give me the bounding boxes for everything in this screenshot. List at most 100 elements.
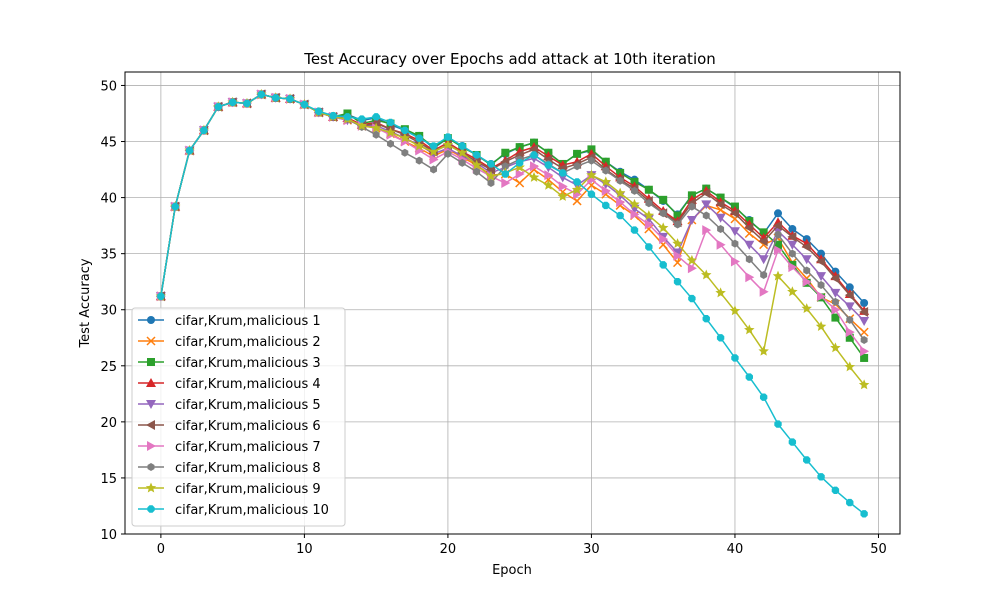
series-10-point xyxy=(157,292,165,300)
chart-title: Test Accuracy over Epochs add attack at … xyxy=(303,50,716,68)
series-9-point xyxy=(772,270,784,281)
series-9-point xyxy=(744,324,755,335)
x-tick-label: 40 xyxy=(727,542,744,557)
legend-swatch-marker xyxy=(147,441,156,451)
series-10-point xyxy=(860,510,868,518)
series-3-point xyxy=(644,185,653,194)
series-9-point xyxy=(485,170,497,181)
series-7-point xyxy=(644,219,654,230)
series-6-point xyxy=(729,208,739,219)
legend-item: cifar,Krum,malicious 7 xyxy=(138,440,321,455)
legend-item: cifar,Krum,malicious 1 xyxy=(138,314,321,329)
series-10-point xyxy=(472,151,481,159)
series-8-point xyxy=(659,209,667,218)
series-8-point xyxy=(415,156,423,165)
series-10-point xyxy=(372,113,380,121)
series-8-point xyxy=(645,199,653,208)
legend-label: cifar,Krum,malicious 9 xyxy=(175,482,321,497)
legend-label: cifar,Krum,malicious 2 xyxy=(175,335,321,350)
legend-swatch-marker xyxy=(146,378,156,387)
series-9-point xyxy=(672,238,683,249)
legend-label: cifar,Krum,malicious 4 xyxy=(175,377,321,392)
x-tick-label: 0 xyxy=(157,542,165,557)
series-10-point xyxy=(774,420,782,428)
series-7-point xyxy=(759,286,769,297)
series-5-point xyxy=(715,213,726,223)
series-5-point xyxy=(859,316,870,326)
series-7-point xyxy=(601,185,611,196)
series-1-point xyxy=(774,209,783,218)
series-10-point xyxy=(559,169,567,177)
series-10-point xyxy=(515,159,524,167)
series-7-point xyxy=(774,245,784,256)
y-tick-label: 35 xyxy=(100,248,117,263)
series-7-point xyxy=(530,161,540,172)
legend-swatch-marker xyxy=(147,358,155,366)
series-9-point xyxy=(858,379,870,390)
series-7-point xyxy=(745,272,755,283)
series-9-point xyxy=(457,147,468,158)
series-5-point xyxy=(844,302,855,312)
series-10-point xyxy=(185,146,194,155)
series-2-point xyxy=(859,327,869,337)
series-5-point xyxy=(672,248,683,258)
legend-label: cifar,Krum,malicious 1 xyxy=(175,314,321,329)
series-6-point xyxy=(744,222,754,233)
legend-swatch-marker xyxy=(147,463,155,471)
series-9-point xyxy=(815,321,827,331)
series-10-point xyxy=(831,486,840,494)
series-7-point xyxy=(687,263,697,274)
series-9-point xyxy=(830,342,841,353)
series-8-point xyxy=(430,165,438,174)
series-6-point xyxy=(773,220,783,231)
series-7-point xyxy=(501,178,511,189)
series-9-point xyxy=(543,179,554,190)
series-6-point xyxy=(787,231,797,242)
series-3-point xyxy=(573,149,582,158)
series-9-point xyxy=(557,190,568,201)
series-10-point xyxy=(817,473,825,481)
series-8-point xyxy=(688,202,696,211)
legend-label: cifar,Krum,malicious 6 xyxy=(175,419,321,434)
series-3-point xyxy=(774,240,783,249)
series-5-point xyxy=(816,272,827,282)
series-10-point xyxy=(688,294,696,303)
series-8-point xyxy=(702,211,710,220)
legend-swatch-marker xyxy=(147,316,155,324)
series-8-point xyxy=(831,297,839,306)
series-9-point xyxy=(399,132,411,143)
legend-swatch-marker xyxy=(146,420,155,430)
series-3-point xyxy=(860,353,869,362)
series-8-point xyxy=(817,281,825,290)
series-9-point xyxy=(528,171,540,182)
legend-item: cifar,Krum,malicious 5 xyxy=(138,398,321,413)
series-9-point xyxy=(514,161,525,172)
series-8-point xyxy=(631,186,638,195)
series-8-point xyxy=(473,167,481,176)
series-10-point xyxy=(630,226,639,234)
series-9-point xyxy=(385,127,396,138)
series-1-point xyxy=(817,249,826,258)
series-8-point xyxy=(587,156,595,165)
legend-label: cifar,Krum,malicious 8 xyxy=(175,461,321,476)
series-9-point xyxy=(614,187,626,198)
legend-label: cifar,Krum,malicious 3 xyxy=(175,356,321,371)
series-5-point xyxy=(787,240,798,250)
legend-box xyxy=(131,307,346,527)
y-tick-label: 25 xyxy=(100,360,117,375)
series-2-point xyxy=(515,178,525,188)
legend-item: cifar,Krum,malicious 3 xyxy=(138,356,321,371)
series-9-point xyxy=(729,305,741,316)
series-7-point xyxy=(817,291,827,302)
series-10-point xyxy=(243,99,251,108)
series-8-point xyxy=(731,239,739,248)
y-tick-label: 40 xyxy=(100,192,117,207)
series-1-point xyxy=(845,283,854,292)
series-10-point xyxy=(214,103,222,111)
series-10-point xyxy=(602,201,610,210)
series-7-point xyxy=(630,209,640,220)
series-3-point xyxy=(673,211,682,220)
series-10-point xyxy=(673,277,682,286)
series-5-point xyxy=(686,216,697,226)
legend-swatch-marker xyxy=(147,505,155,513)
